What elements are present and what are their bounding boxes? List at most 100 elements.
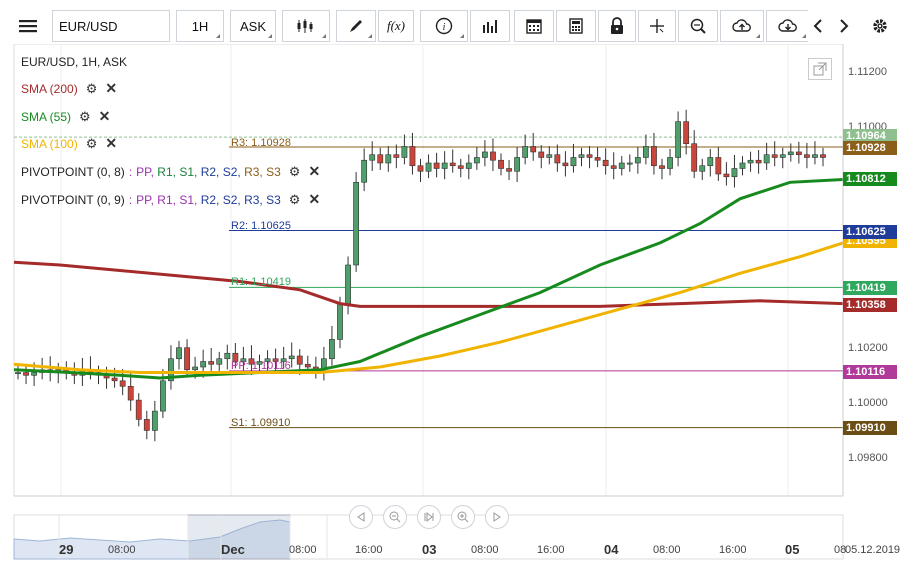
bear-candle bbox=[506, 168, 512, 172]
sma100-settings-icon[interactable]: ⚙ bbox=[85, 135, 98, 151]
bear-candle bbox=[135, 399, 142, 420]
lock-icon bbox=[611, 17, 623, 34]
price-chart[interactable] bbox=[0, 44, 904, 570]
s1-level-label: S1: 1.09910 bbox=[231, 417, 291, 429]
r2-price-tag: 1.10625 bbox=[843, 225, 897, 239]
x-day-label: 05 bbox=[785, 542, 800, 557]
y-tick: 1.10000 bbox=[848, 397, 888, 409]
bear-candle bbox=[602, 159, 609, 167]
sma55-line bbox=[13, 178, 844, 380]
x-day-label: 03 bbox=[422, 542, 437, 557]
scroll-right-button[interactable] bbox=[834, 10, 854, 42]
pivot1-s2: S2, bbox=[222, 164, 241, 179]
s1-price-tag: 1.09910 bbox=[843, 421, 897, 435]
nav-left-button[interactable] bbox=[349, 505, 373, 529]
crosshair-icon bbox=[650, 19, 664, 33]
bull-candle bbox=[514, 157, 520, 172]
bull-candle bbox=[747, 159, 754, 164]
chart-title: EUR/USD, 1H, ASK bbox=[21, 55, 127, 69]
bear-candle bbox=[803, 154, 810, 158]
menu-button[interactable] bbox=[8, 10, 48, 42]
price-type-selector[interactable]: ASK bbox=[230, 10, 276, 42]
pivot2-settings-icon[interactable]: ⚙ bbox=[288, 191, 301, 207]
upload-button[interactable] bbox=[720, 10, 764, 42]
bear-candle bbox=[272, 358, 279, 362]
sma200-close-icon[interactable]: ✕ bbox=[105, 80, 118, 96]
pivot1-sep: : bbox=[128, 164, 133, 179]
timeframe-selector[interactable]: 1H bbox=[176, 10, 224, 42]
legend-pivot1: PIVOTPOINT (0, 8) : PP, R1, S1, R2, S2, … bbox=[21, 163, 320, 180]
zoom-button[interactable] bbox=[678, 10, 718, 42]
bear-candle bbox=[208, 361, 215, 365]
pivot2-close-icon[interactable]: ✕ bbox=[308, 191, 321, 207]
bull-candle bbox=[176, 347, 182, 360]
zoom-out-button[interactable] bbox=[383, 505, 407, 529]
pivot-levels bbox=[14, 136, 843, 429]
crosshair-button[interactable] bbox=[638, 10, 676, 42]
r1-level-label: R1: 1.10419 bbox=[231, 276, 291, 288]
pivot1-close-icon[interactable]: ✕ bbox=[308, 163, 321, 179]
settings-button[interactable] bbox=[866, 10, 894, 42]
bear-candle bbox=[377, 154, 384, 164]
grid bbox=[60, 44, 789, 496]
sma100-close-icon[interactable]: ✕ bbox=[105, 135, 118, 151]
bull-candle bbox=[160, 380, 166, 412]
pivot2-s1: S1, bbox=[179, 192, 198, 207]
sma55-settings-icon[interactable]: ⚙ bbox=[79, 108, 91, 124]
sma200-settings-icon[interactable]: ⚙ bbox=[85, 80, 98, 96]
pp-level-label: PP: 1.10116 bbox=[231, 360, 291, 372]
x-time-label: 08:00 bbox=[108, 544, 136, 556]
nav-right-button[interactable] bbox=[485, 505, 509, 529]
scroll-left-button[interactable] bbox=[808, 10, 828, 42]
sma55-label: SMA (55) bbox=[21, 109, 72, 124]
volume-button[interactable] bbox=[470, 10, 510, 42]
bear-candle bbox=[691, 143, 698, 172]
bull-candle bbox=[192, 366, 198, 371]
bull-candle bbox=[473, 157, 480, 164]
bull-candle bbox=[224, 352, 231, 360]
draw-tool-button[interactable] bbox=[336, 10, 376, 42]
reset-icon bbox=[424, 511, 434, 523]
zoom-out-icon bbox=[389, 511, 401, 523]
bear-candle bbox=[594, 157, 601, 161]
calculator-button[interactable] bbox=[556, 10, 596, 42]
zoom-in-button[interactable] bbox=[451, 505, 475, 529]
popout-button[interactable] bbox=[808, 58, 832, 80]
symbol-selector[interactable]: EUR/USD bbox=[52, 10, 170, 42]
bull-candle bbox=[401, 146, 408, 158]
sma200-label: SMA (200) bbox=[21, 81, 78, 96]
pivot1-settings-icon[interactable]: ⚙ bbox=[288, 163, 301, 179]
bear-candle bbox=[232, 352, 239, 362]
x-time-label: 08:00 bbox=[653, 544, 681, 556]
bear-candle bbox=[498, 159, 504, 169]
chart-type-button[interactable] bbox=[282, 10, 330, 42]
bull-candle bbox=[731, 168, 738, 178]
sma55-close-icon[interactable]: ✕ bbox=[98, 108, 111, 124]
calculator-icon bbox=[569, 18, 583, 34]
bull-candle bbox=[779, 154, 786, 158]
info-button[interactable]: i bbox=[420, 10, 468, 42]
timeframe-label: 1H bbox=[191, 18, 209, 34]
bear-candle bbox=[127, 386, 134, 401]
calendar-button[interactable] bbox=[514, 10, 554, 42]
bar-chart-icon bbox=[483, 20, 497, 33]
sma100-label: SMA (100) bbox=[21, 136, 78, 151]
bear-candle bbox=[23, 372, 29, 376]
x-time-label: 16:00 bbox=[719, 544, 747, 556]
sma-lines bbox=[13, 178, 844, 380]
bear-candle bbox=[562, 162, 569, 167]
lock-button[interactable] bbox=[598, 10, 636, 42]
candlestick-icon bbox=[297, 19, 313, 33]
bull-candle bbox=[264, 358, 271, 362]
chart-area[interactable]: EUR/USD, 1H, ASK SMA (200) ⚙ ✕ SMA (55) … bbox=[0, 44, 904, 570]
indicators-button[interactable]: f(x) bbox=[378, 10, 414, 42]
price-type-label: ASK bbox=[239, 18, 266, 34]
bear-candle bbox=[393, 154, 400, 158]
bear-candle bbox=[723, 173, 730, 178]
reset-button[interactable] bbox=[417, 505, 441, 529]
bull-candle bbox=[546, 154, 553, 158]
bear-candle bbox=[119, 380, 126, 387]
navigator-mini-chart[interactable] bbox=[13, 514, 844, 560]
y-tick: 1.10200 bbox=[848, 342, 888, 354]
download-button[interactable] bbox=[766, 10, 810, 42]
